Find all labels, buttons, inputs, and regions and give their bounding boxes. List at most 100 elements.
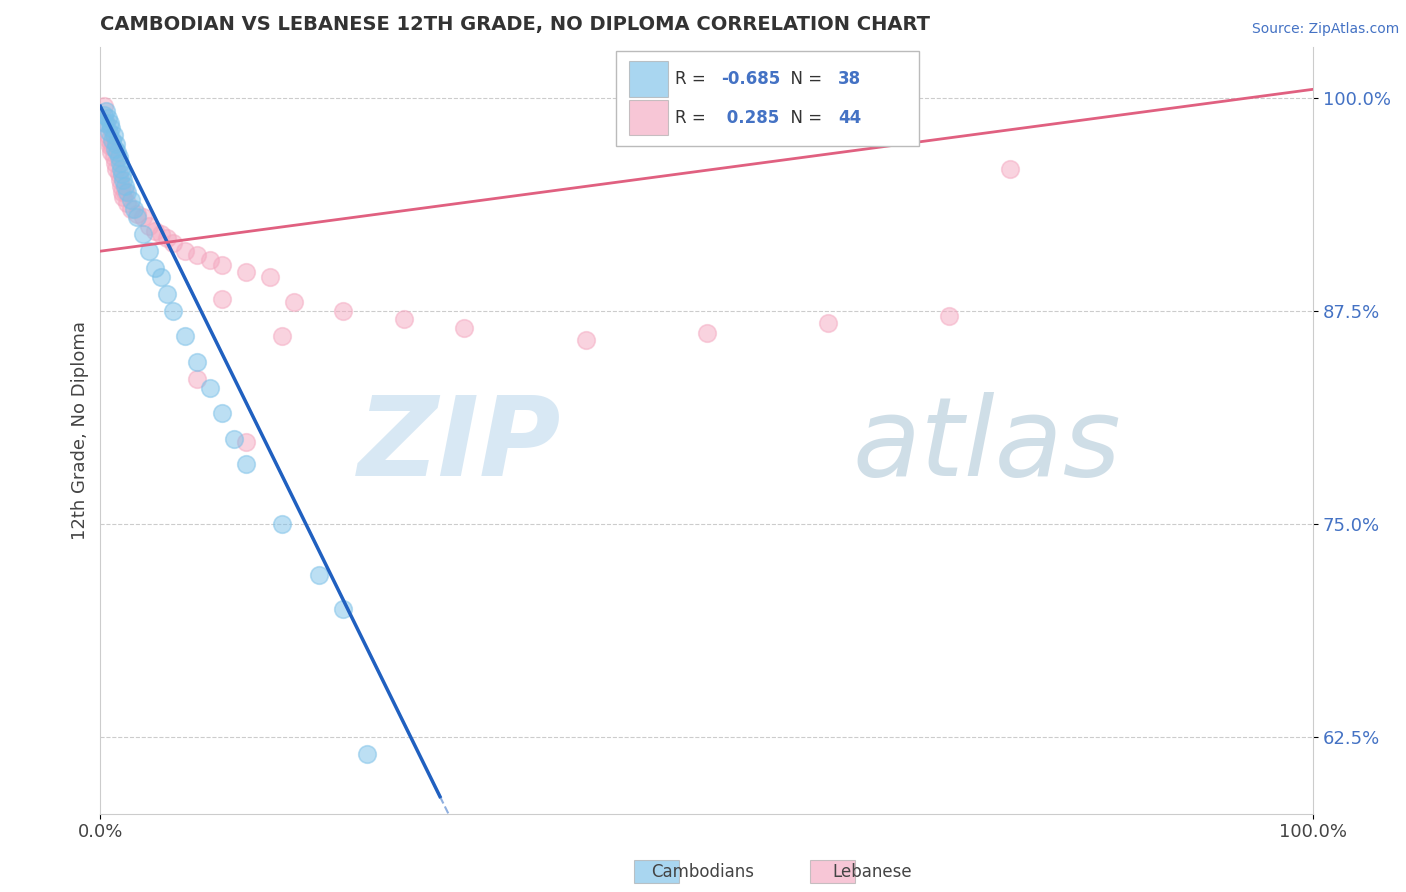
Point xyxy=(114,185,136,199)
Point xyxy=(120,193,142,207)
Text: N =: N = xyxy=(779,70,827,88)
Point xyxy=(150,269,173,284)
Text: Source: ZipAtlas.com: Source: ZipAtlas.com xyxy=(1251,22,1399,37)
Point xyxy=(271,516,294,531)
Point xyxy=(115,196,138,211)
Point xyxy=(235,457,257,471)
Point xyxy=(186,372,208,386)
Point xyxy=(93,108,115,122)
Point xyxy=(574,333,596,347)
Point xyxy=(696,326,718,340)
Text: R =: R = xyxy=(675,109,711,127)
Point xyxy=(132,227,155,241)
Point xyxy=(186,355,208,369)
FancyBboxPatch shape xyxy=(630,100,668,136)
Point xyxy=(108,172,131,186)
Point xyxy=(98,116,121,130)
Point xyxy=(186,247,208,261)
Point xyxy=(174,244,197,259)
Point xyxy=(156,230,179,244)
Point xyxy=(105,145,128,160)
Point xyxy=(235,435,257,450)
Point xyxy=(259,269,281,284)
Point xyxy=(97,112,120,126)
Point xyxy=(105,162,128,177)
Point xyxy=(198,252,221,267)
Text: 38: 38 xyxy=(838,70,860,88)
Point xyxy=(101,138,124,153)
Point xyxy=(104,142,127,156)
Point xyxy=(283,295,305,310)
Text: -0.685: -0.685 xyxy=(721,70,780,88)
Point xyxy=(356,747,378,761)
Text: 0.285: 0.285 xyxy=(721,109,779,127)
Point xyxy=(103,128,125,143)
Point xyxy=(132,210,155,224)
Point xyxy=(97,133,120,147)
Point xyxy=(104,155,127,169)
Point xyxy=(105,136,128,151)
Point xyxy=(94,116,117,130)
Point xyxy=(156,286,179,301)
Point xyxy=(108,155,131,169)
Point xyxy=(162,303,184,318)
Point xyxy=(222,432,245,446)
Point xyxy=(103,151,125,165)
Point xyxy=(143,261,166,276)
Point xyxy=(817,316,839,330)
Point xyxy=(93,99,115,113)
Text: CAMBODIAN VS LEBANESE 12TH GRADE, NO DIPLOMA CORRELATION CHART: CAMBODIAN VS LEBANESE 12TH GRADE, NO DIP… xyxy=(100,15,931,34)
Point xyxy=(96,104,118,119)
Point xyxy=(125,207,148,221)
Point xyxy=(211,406,233,420)
Point xyxy=(112,172,135,186)
Text: ZIP: ZIP xyxy=(357,392,561,499)
Point xyxy=(138,244,160,259)
Text: atlas: atlas xyxy=(852,392,1121,499)
Point xyxy=(125,210,148,224)
Point xyxy=(97,125,120,139)
Point xyxy=(124,202,146,216)
Point xyxy=(110,179,132,194)
Point xyxy=(114,179,136,194)
Point xyxy=(143,224,166,238)
Point xyxy=(998,162,1021,177)
Point xyxy=(235,265,257,279)
Point xyxy=(96,116,118,130)
Point xyxy=(198,380,221,394)
Point xyxy=(115,185,138,199)
Point xyxy=(271,329,294,343)
Point xyxy=(112,189,135,203)
Point xyxy=(110,162,132,177)
Point xyxy=(211,258,233,272)
Text: R =: R = xyxy=(675,70,711,88)
Point xyxy=(211,292,233,306)
Text: Lebanese: Lebanese xyxy=(832,863,911,881)
Point xyxy=(138,219,160,233)
Point xyxy=(332,602,354,616)
Point xyxy=(174,329,197,343)
Text: 44: 44 xyxy=(838,109,860,127)
Text: N =: N = xyxy=(779,109,827,127)
Point xyxy=(101,133,124,147)
Point xyxy=(107,168,129,182)
Point xyxy=(392,312,415,326)
Point xyxy=(308,568,330,582)
FancyBboxPatch shape xyxy=(616,51,920,146)
Y-axis label: 12th Grade, No Diploma: 12th Grade, No Diploma xyxy=(72,320,89,540)
Point xyxy=(453,321,475,335)
Point xyxy=(120,202,142,216)
Point xyxy=(332,303,354,318)
FancyBboxPatch shape xyxy=(630,62,668,96)
Point xyxy=(100,121,122,136)
Point xyxy=(100,145,122,160)
Point xyxy=(97,128,120,143)
Point xyxy=(938,309,960,323)
Point xyxy=(111,185,134,199)
Text: Cambodians: Cambodians xyxy=(651,863,755,881)
Point xyxy=(98,138,121,153)
Point xyxy=(162,235,184,250)
Point xyxy=(150,227,173,241)
Point xyxy=(111,168,134,182)
Point xyxy=(107,151,129,165)
